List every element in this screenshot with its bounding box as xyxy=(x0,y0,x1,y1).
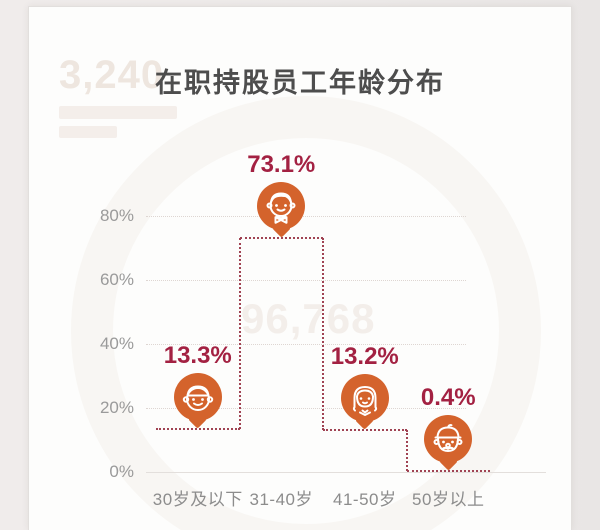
y-axis-tick-label: 80% xyxy=(99,206,134,225)
step-line-horizontal xyxy=(323,428,407,431)
age-group-pin-marker xyxy=(257,182,306,238)
step-line-vertical xyxy=(238,238,241,430)
gridline xyxy=(146,344,466,345)
age-distribution-chart: 0% 20% 40% 60% 80% 13.3% 30岁及以下 73.1% 31-40岁 13.2… xyxy=(29,7,571,530)
y-axis-tick-label: 0% xyxy=(109,462,134,481)
step-line-vertical xyxy=(322,238,324,430)
age-group-pin-marker xyxy=(173,373,222,430)
gridline xyxy=(146,408,466,409)
y-axis-tick-label: 20% xyxy=(99,398,134,417)
x-axis-category-label: 50岁以上 xyxy=(412,490,485,509)
percent-value-label: 0.4% xyxy=(420,383,476,411)
x-axis-category-label: 31-40岁 xyxy=(249,490,313,509)
step-line-vertical xyxy=(405,429,408,471)
step-line-horizontal xyxy=(239,237,323,240)
percent-value-label: 73.1% xyxy=(247,151,316,179)
step-line-horizontal xyxy=(406,469,490,472)
age-group-pin-marker xyxy=(340,373,389,430)
y-axis-tick-label: 40% xyxy=(99,334,134,353)
percent-value-label: 13.3% xyxy=(163,342,232,370)
x-axis-category-label: 41-50岁 xyxy=(333,490,397,509)
y-axis-tick-label: 60% xyxy=(99,270,134,289)
x-axis-baseline xyxy=(146,472,546,473)
x-axis-category-label: 30岁及以下 xyxy=(152,490,243,509)
woman-icon xyxy=(352,385,377,416)
faded-text-line xyxy=(59,106,177,119)
slide-card: 3,240 96,768 在职持股员工年龄分布 0% 20% 40% 60% 80% 13… xyxy=(28,6,572,530)
faded-previous-stat: 3,240 xyxy=(59,53,165,97)
young-man-icon xyxy=(182,385,213,412)
chart-title: 在职持股员工年龄分布 xyxy=(155,68,445,98)
faded-text-line xyxy=(59,126,117,138)
step-line-horizontal xyxy=(156,428,240,431)
faded-center-stat: 96,768 xyxy=(241,295,376,342)
gridline xyxy=(146,216,466,217)
older-man-icon xyxy=(433,423,463,452)
percent-value-label: 13.2% xyxy=(330,342,399,370)
gridline xyxy=(146,280,466,281)
age-group-pin-marker xyxy=(424,414,473,471)
man-bowtie-icon xyxy=(266,192,296,224)
